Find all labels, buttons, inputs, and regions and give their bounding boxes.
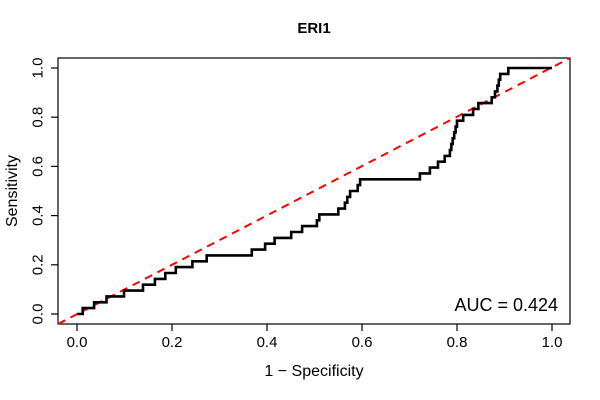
x-tick-label: 0.6 bbox=[352, 334, 373, 351]
x-tick-label: 0.0 bbox=[67, 334, 88, 351]
x-tick-label: 0.8 bbox=[447, 334, 468, 351]
y-tick-label: 0.2 bbox=[30, 254, 47, 275]
y-axis-tick-group: 0.0 0.2 0.4 0.6 0.8 1.0 bbox=[30, 58, 58, 325]
y-tick-label: 0.4 bbox=[30, 205, 47, 226]
x-axis-tick-group: 0.0 0.2 0.4 0.6 0.8 1.0 bbox=[67, 324, 563, 351]
y-tick-label: 0.0 bbox=[30, 304, 47, 325]
x-tick-label: 1.0 bbox=[542, 334, 563, 351]
y-tick-label: 0.6 bbox=[30, 156, 47, 177]
y-tick-label: 1.0 bbox=[30, 58, 47, 79]
x-tick-label: 0.2 bbox=[162, 334, 183, 351]
x-tick-label: 0.4 bbox=[257, 334, 278, 351]
auc-annotation: AUC = 0.424 bbox=[454, 295, 558, 315]
x-axis-label: 1 − Specificity bbox=[264, 363, 363, 380]
y-axis-label: Sensitivity bbox=[4, 155, 21, 227]
y-tick-label: 0.8 bbox=[30, 107, 47, 128]
chart-title: ERI1 bbox=[297, 20, 330, 37]
roc-curve-line bbox=[77, 66, 552, 316]
plot-border bbox=[57, 57, 571, 325]
